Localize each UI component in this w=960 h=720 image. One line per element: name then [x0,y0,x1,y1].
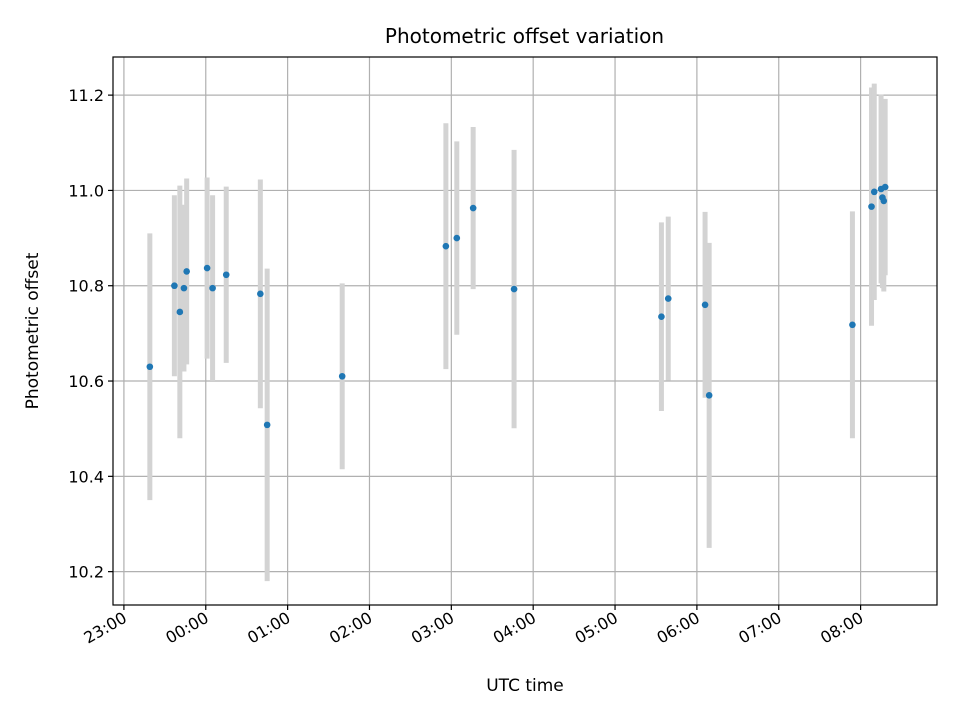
plot-frame [112,56,938,606]
y-tick-label: 10.6 [68,372,104,391]
data-point [263,421,271,429]
data-point [701,301,709,309]
data-point [442,242,450,250]
data-point [880,197,888,205]
data-point [453,234,461,242]
data-point [146,363,154,371]
y-tick-label: 10.2 [68,563,104,582]
data-point [658,313,665,321]
data-point [257,290,264,298]
y-axis-title: Photometric offset [23,252,43,409]
data-point [176,308,184,316]
data-point [868,203,875,210]
data-point [222,271,230,279]
y-tick-label: 11.0 [68,181,104,200]
point-layer [146,183,889,429]
data-point [510,285,518,293]
data-point [338,372,346,380]
data-point [171,282,178,290]
y-tick-label: 10.4 [68,467,104,486]
data-point [183,268,190,275]
data-point [705,392,713,399]
data-point [881,183,889,191]
x-axis-title: UTC time [486,676,564,696]
data-point [180,284,188,292]
chart-title: Photometric offset variation [385,24,664,48]
y-tick-label: 11.2 [68,86,104,105]
grid-layer [113,57,937,605]
data-point [849,321,856,329]
data-point [870,188,878,196]
y-tick-label: 10.8 [68,277,104,296]
data-point [209,284,216,292]
data-point [203,264,211,272]
data-point [469,204,477,212]
data-point [664,295,672,302]
